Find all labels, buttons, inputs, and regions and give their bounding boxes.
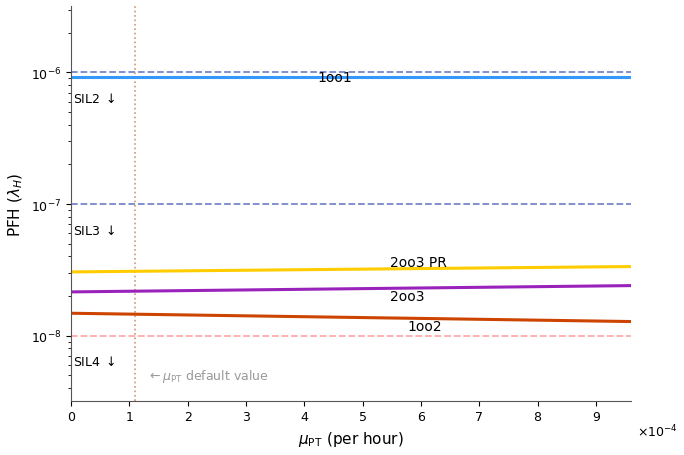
Text: SIL2 $\downarrow$: SIL2 $\downarrow$ [73, 92, 116, 106]
Text: 1oo2: 1oo2 [407, 319, 442, 334]
X-axis label: $\mu_{\mathrm{PT}}$ (per hour): $\mu_{\mathrm{PT}}$ (per hour) [298, 429, 404, 448]
Text: 1oo1: 1oo1 [317, 71, 352, 84]
Text: SIL4 $\downarrow$: SIL4 $\downarrow$ [73, 354, 116, 369]
Text: SIL3 $\downarrow$: SIL3 $\downarrow$ [73, 223, 116, 238]
Text: 2oo3 PR: 2oo3 PR [390, 256, 447, 270]
Text: 2oo3: 2oo3 [390, 289, 425, 303]
Text: $\leftarrow \mu_{\mathrm{PT}}$ default value: $\leftarrow \mu_{\mathrm{PT}}$ default v… [147, 367, 269, 384]
Y-axis label: PFH ($\lambda_{H}$): PFH ($\lambda_{H}$) [7, 172, 25, 236]
Text: $\times 10^{-4}$: $\times 10^{-4}$ [637, 423, 677, 439]
